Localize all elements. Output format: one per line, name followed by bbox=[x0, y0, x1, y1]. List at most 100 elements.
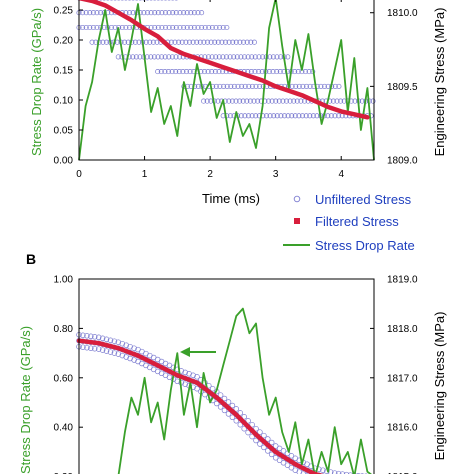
unfiltered-stress-point bbox=[266, 69, 272, 75]
unfiltered-stress-point bbox=[249, 421, 255, 428]
y-left-tick-label: 0.40 bbox=[54, 423, 74, 434]
unfiltered-stress-point bbox=[176, 69, 182, 75]
unfiltered-stress-point bbox=[238, 54, 244, 60]
unfiltered-stress-point bbox=[237, 39, 243, 45]
panel-b-right-y-ticks: 1815.0 1816.0 1817.0 1818.0 1819.0 bbox=[370, 275, 418, 474]
unfiltered-stress-point bbox=[359, 98, 365, 104]
unfiltered-stress-point bbox=[190, 39, 196, 45]
unfiltered-stress-point bbox=[159, 54, 165, 60]
unfiltered-stress-point bbox=[225, 411, 232, 417]
unfiltered-stress-point bbox=[246, 83, 252, 89]
unfiltered-stress-point bbox=[88, 333, 94, 340]
unfiltered-stress-point bbox=[293, 83, 299, 89]
unfiltered-stress-point bbox=[188, 10, 194, 16]
unfiltered-stress-point bbox=[237, 410, 244, 416]
unfiltered-stress-point bbox=[155, 24, 161, 31]
unfiltered-stress-point bbox=[166, 54, 172, 60]
unfiltered-stress-point bbox=[292, 113, 298, 119]
y-left-tick-label: 0.25 bbox=[54, 6, 74, 17]
unfiltered-stress-point bbox=[272, 443, 279, 449]
unfiltered-stress-point bbox=[197, 39, 203, 45]
unfiltered-stress-point bbox=[249, 83, 255, 89]
unfiltered-stress-point bbox=[268, 451, 275, 458]
unfiltered-stress-point bbox=[296, 113, 302, 119]
unfiltered-stress-point bbox=[179, 39, 185, 45]
unfiltered-stress-point bbox=[83, 10, 89, 16]
unfiltered-stress-point bbox=[80, 344, 86, 350]
unfiltered-stress-point bbox=[90, 24, 96, 31]
unfiltered-stress-point bbox=[87, 10, 93, 16]
unfiltered-stress-point bbox=[166, 10, 172, 16]
unfiltered-stress-point bbox=[103, 336, 110, 343]
unfiltered-stress-point bbox=[91, 345, 98, 352]
unfiltered-stress-point bbox=[159, 24, 165, 31]
unfiltered-stress-point bbox=[274, 113, 280, 119]
unfiltered-stress-point bbox=[300, 83, 306, 89]
unfiltered-stress-point bbox=[310, 113, 316, 119]
unfiltered-stress-point bbox=[226, 39, 232, 45]
unfiltered-stress-point bbox=[216, 54, 222, 60]
unfiltered-stress-point bbox=[334, 98, 340, 104]
unfiltered-stress-point bbox=[263, 113, 270, 119]
unfiltered-stress-point bbox=[95, 346, 102, 352]
unfiltered-stress-point bbox=[265, 436, 271, 442]
unfiltered-stress-point bbox=[99, 335, 106, 342]
unfiltered-stress-point bbox=[184, 24, 190, 31]
unfiltered-stress-point bbox=[281, 113, 288, 119]
unfiltered-stress-point bbox=[336, 113, 342, 119]
unfiltered-stress-point bbox=[325, 113, 331, 119]
unfiltered-stress-point bbox=[252, 54, 258, 60]
legend-unfiltered-marker bbox=[293, 195, 301, 203]
unfiltered-stress-point bbox=[103, 348, 110, 354]
unfiltered-stress-point bbox=[278, 113, 284, 119]
panel-b-direction-arrow bbox=[180, 347, 216, 357]
unfiltered-stress-point bbox=[240, 39, 247, 45]
y-right-tick-label: 1810.0 bbox=[387, 8, 418, 19]
unfiltered-stress-point bbox=[284, 450, 291, 457]
panel-a-filtered-stress-line bbox=[77, 0, 370, 120]
unfiltered-stress-point bbox=[131, 357, 137, 363]
unfiltered-stress-point bbox=[339, 471, 346, 474]
unfiltered-stress-point bbox=[226, 98, 232, 104]
unfiltered-stress-point bbox=[182, 369, 188, 376]
unfiltered-stress-point bbox=[284, 462, 291, 468]
unfiltered-stress-point bbox=[291, 98, 297, 104]
unfiltered-stress-point bbox=[195, 24, 201, 31]
y-left-tick-label: 0.00 bbox=[54, 156, 74, 167]
panel-b-filtered-stress-line bbox=[76, 338, 324, 474]
unfiltered-stress-point bbox=[267, 113, 273, 119]
unfiltered-stress-point bbox=[285, 54, 291, 60]
unfiltered-stress-point bbox=[274, 54, 280, 60]
unfiltered-stress-point bbox=[251, 98, 257, 104]
unfiltered-stress-point bbox=[253, 83, 259, 89]
unfiltered-stress-point bbox=[244, 39, 250, 45]
unfiltered-stress-point bbox=[245, 113, 252, 119]
legend-unfiltered-label: Unfiltered Stress bbox=[315, 192, 412, 207]
unfiltered-stress-point bbox=[80, 332, 86, 339]
unfiltered-stress-point bbox=[332, 113, 338, 119]
unfiltered-stress-point bbox=[273, 98, 279, 104]
unfiltered-stress-point bbox=[241, 54, 248, 60]
unfiltered-stress-point bbox=[212, 69, 218, 75]
y-left-tick-label: 0.20 bbox=[54, 36, 74, 47]
panel-a-plot-frame bbox=[78, 0, 375, 161]
unfiltered-stress-point bbox=[301, 98, 308, 104]
unfiltered-stress-point bbox=[90, 10, 96, 16]
unfiltered-stress-point bbox=[184, 10, 190, 16]
unfiltered-stress-point bbox=[238, 113, 244, 119]
y-right-tick-label: 1816.0 bbox=[387, 423, 418, 434]
unfiltered-stress-point bbox=[230, 39, 236, 45]
unfiltered-stress-point bbox=[244, 98, 250, 104]
panel-b-plot-frame bbox=[78, 278, 375, 474]
unfiltered-stress-point bbox=[183, 69, 190, 75]
unfiltered-stress-point bbox=[130, 54, 136, 60]
unfiltered-stress-point bbox=[270, 54, 276, 60]
unfiltered-stress-point bbox=[356, 473, 361, 474]
unfiltered-stress-point bbox=[276, 445, 283, 452]
y-left-tick-label: 0.60 bbox=[54, 373, 74, 384]
unfiltered-stress-point bbox=[172, 39, 178, 45]
panel-a-right-axis-title: Engineering Stress (MPa) bbox=[432, 8, 447, 157]
unfiltered-stress-point bbox=[242, 113, 248, 119]
filtered-stress-series bbox=[76, 338, 324, 474]
